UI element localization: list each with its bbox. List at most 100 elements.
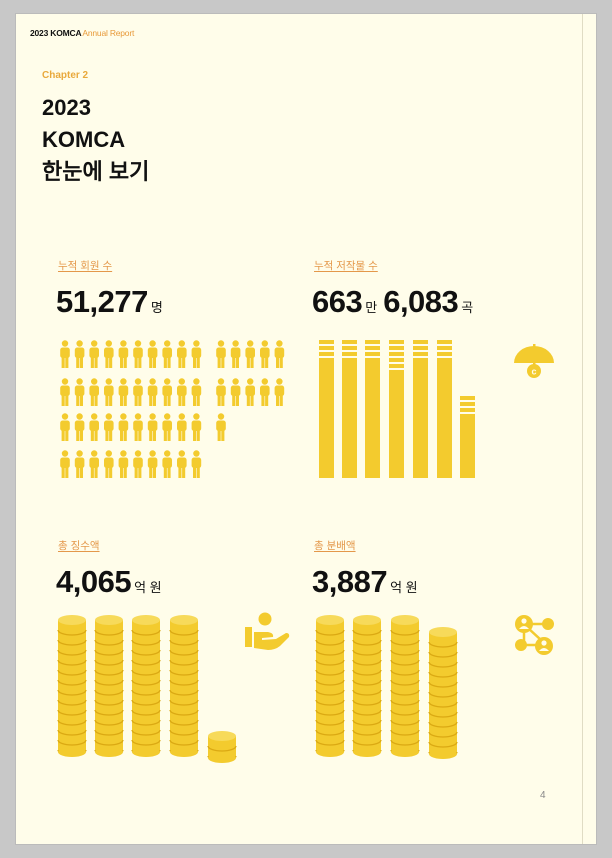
person-icon (216, 413, 226, 441)
work-bar (460, 396, 475, 478)
person-icon (162, 378, 172, 406)
coin-stack (131, 615, 161, 757)
distribution-unit: 억 원 (390, 580, 418, 595)
work-bar (342, 340, 357, 478)
person-icon (177, 378, 187, 406)
person-icon (147, 450, 158, 478)
collection-stat: 4,065 억 원 (56, 564, 168, 600)
works-unit-1: 만 (365, 300, 378, 315)
person-icon (89, 450, 99, 478)
works-stat: 663 만 6,083 곡 (312, 284, 479, 320)
person-icon (74, 413, 85, 441)
person-icon (104, 450, 114, 478)
page-edge (582, 14, 583, 844)
person-icon (118, 450, 129, 478)
collection-value: 4,065 (56, 564, 132, 599)
work-bar (389, 340, 404, 478)
page-title: 2023 KOMCA 한눈에 보기 (42, 92, 149, 188)
work-bar (365, 340, 380, 478)
members-stat: 51,277 명 (56, 284, 169, 320)
person-icon (104, 413, 114, 441)
header-brand: 2023 KOMCA (30, 28, 82, 38)
person-icon (133, 450, 143, 478)
distribution-value: 3,887 (312, 564, 388, 599)
person-icon (245, 340, 255, 368)
coin-stack (207, 731, 237, 763)
person-icon (177, 340, 187, 368)
work-bar (437, 340, 452, 478)
person-icon (118, 340, 129, 368)
report-header: 2023 KOMCAAnnual Report (30, 28, 134, 38)
coin-stack (315, 615, 345, 757)
person-icon (147, 340, 158, 368)
works-value-1: 663 (312, 284, 363, 319)
coin-stack (57, 615, 87, 757)
works-unit-2: 곡 (461, 300, 474, 315)
coin-stack (428, 627, 458, 759)
members-people-pictogram (60, 340, 285, 478)
person-icon (274, 378, 285, 406)
person-icon (60, 378, 70, 406)
person-icon (245, 378, 255, 406)
person-icon (177, 413, 187, 441)
works-value-2: 6,083 (383, 284, 459, 319)
person-icon (89, 340, 99, 368)
person-icon (147, 413, 158, 441)
coin-stack (169, 615, 199, 757)
person-icon (162, 450, 172, 478)
person-icon (118, 413, 129, 441)
collection-coin-stacks (57, 615, 237, 763)
person-icon (133, 340, 143, 368)
person-icon (260, 378, 270, 406)
person-icon (104, 378, 114, 406)
collection-label: 총 징수액 (58, 540, 100, 552)
person-icon (133, 378, 143, 406)
person-icon (191, 450, 202, 478)
person-icon (230, 340, 241, 368)
collection-unit: 억 원 (134, 580, 162, 595)
person-icon (89, 413, 99, 441)
title-line-2: KOMCA (42, 127, 126, 152)
network-people-icon (515, 615, 554, 655)
person-icon (74, 378, 85, 406)
person-icon (162, 413, 172, 441)
person-icon (216, 378, 226, 406)
person-icon (118, 378, 129, 406)
person-icon (74, 450, 85, 478)
page-number: 4 (540, 790, 546, 801)
person-icon (191, 378, 202, 406)
header-subtitle: Annual Report (82, 28, 135, 38)
title-line-1: 2023 (42, 95, 91, 120)
chapter-label: Chapter 2 (42, 70, 89, 81)
distribution-stat: 3,887 억 원 (312, 564, 424, 600)
person-icon (216, 340, 226, 368)
coin-stack (352, 615, 382, 757)
person-icon (104, 340, 114, 368)
person-icon (60, 413, 70, 441)
members-label: 누적 회원 수 (58, 260, 113, 272)
work-bar (319, 340, 334, 478)
person-icon (162, 340, 172, 368)
coin-stack (94, 615, 124, 757)
distribution-coin-stacks (315, 615, 458, 759)
title-line-3: 한눈에 보기 (42, 159, 150, 184)
person-icon (191, 340, 202, 368)
umbrella-copyright-icon: c (514, 344, 554, 378)
works-bars-pictogram (319, 340, 475, 478)
svg-text:c: c (531, 367, 536, 377)
person-icon (147, 378, 158, 406)
person-icon (89, 378, 99, 406)
person-icon (260, 340, 270, 368)
person-icon (133, 413, 143, 441)
person-icon (274, 340, 285, 368)
person-icon (177, 450, 187, 478)
distribution-label: 총 분배액 (314, 540, 356, 552)
members-unit: 명 (150, 300, 163, 315)
hand-coin-icon (245, 612, 290, 650)
person-icon (60, 450, 70, 478)
works-label: 누적 저작물 수 (314, 260, 378, 272)
members-value: 51,277 (56, 284, 148, 319)
person-icon (191, 413, 202, 441)
work-bar (413, 340, 428, 478)
